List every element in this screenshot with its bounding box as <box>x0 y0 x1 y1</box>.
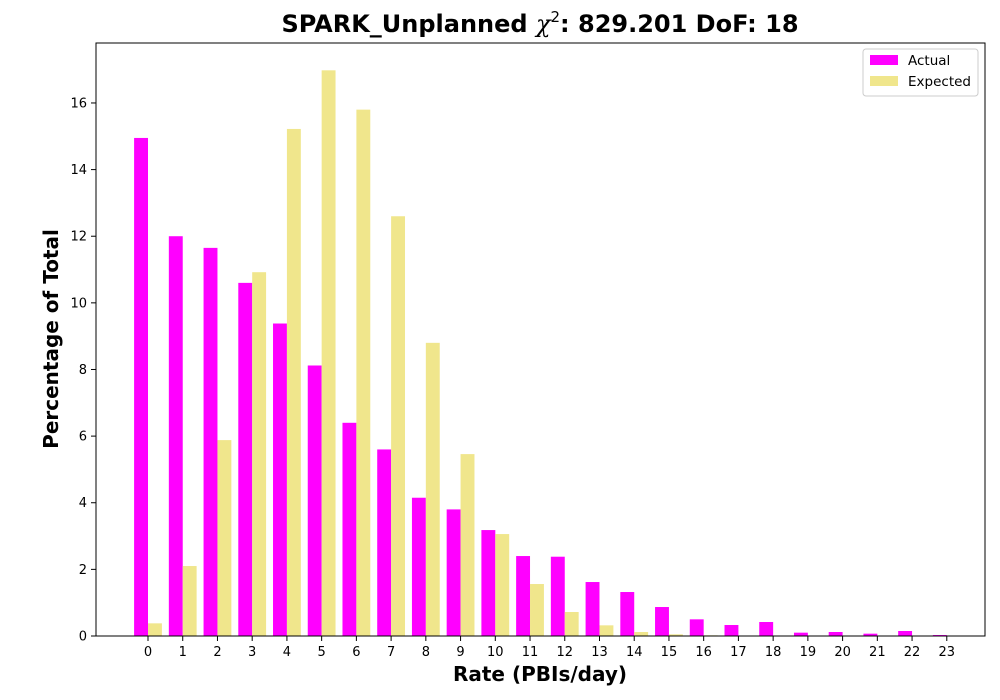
x-tick-label-22: 22 <box>904 645 921 660</box>
legend-swatch-expected <box>870 76 898 86</box>
bar-actual-10 <box>481 530 496 636</box>
bar-actual-15 <box>655 607 669 636</box>
y-axis-label: Percentage of Total <box>39 229 63 449</box>
bar-actual-12 <box>550 556 565 636</box>
x-tick-label-18: 18 <box>765 645 782 660</box>
y-tick-label-14: 14 <box>70 163 87 178</box>
bar-actual-5 <box>307 365 322 636</box>
x-tick-label-20: 20 <box>834 645 851 660</box>
bar-expected-3 <box>252 272 267 636</box>
x-tick-label-12: 12 <box>556 645 573 660</box>
x-tick-label-14: 14 <box>626 645 643 660</box>
bar-expected-2 <box>217 440 232 636</box>
x-tick-label-7: 7 <box>387 645 395 660</box>
x-tick-label-4: 4 <box>283 645 291 660</box>
x-tick-label-8: 8 <box>422 645 430 660</box>
bar-expected-9 <box>460 454 475 636</box>
bar-actual-8 <box>411 497 426 636</box>
bar-actual-16 <box>689 619 704 636</box>
bar-actual-19 <box>793 632 808 636</box>
bar-expected-13 <box>599 625 614 636</box>
legend: Actual Expected <box>862 48 979 97</box>
y-tick-label-2: 2 <box>79 563 87 578</box>
bar-expected-12 <box>564 612 579 636</box>
x-tick-label-19: 19 <box>800 645 817 660</box>
bar-actual-21 <box>863 633 878 636</box>
x-tick-label-10: 10 <box>487 645 504 660</box>
x-tick-label-17: 17 <box>730 645 747 660</box>
plot-frame <box>95 42 986 637</box>
y-tick-label-10: 10 <box>70 296 87 311</box>
bar-expected-1 <box>182 566 197 636</box>
bar-actual-20 <box>828 632 843 636</box>
x-tick-label-3: 3 <box>248 645 256 660</box>
x-tick-label-5: 5 <box>318 645 326 660</box>
x-tick-label-15: 15 <box>661 645 678 660</box>
bar-actual-9 <box>446 509 461 636</box>
x-tick-label-2: 2 <box>213 645 221 660</box>
bar-expected-8 <box>425 342 440 636</box>
bar-actual-11 <box>516 556 531 636</box>
y-tick-label-4: 4 <box>79 496 87 511</box>
x-tick-label-16: 16 <box>695 645 712 660</box>
bars <box>134 70 947 637</box>
x-axis-label: Rate (PBIs/day) <box>453 662 627 686</box>
x-tick-label-23: 23 <box>939 645 956 660</box>
bar-expected-14 <box>634 632 649 636</box>
bar-expected-10 <box>495 534 510 636</box>
x-tick-label-11: 11 <box>522 645 539 660</box>
bar-actual-2 <box>203 247 218 636</box>
x-tick-label-9: 9 <box>456 645 464 660</box>
chart-title: SPARK_Unplanned χ2: 829.201 DoF: 18 <box>281 8 798 38</box>
bar-actual-7 <box>377 449 392 636</box>
bar-actual-14 <box>620 592 635 636</box>
x-tick-label-1: 1 <box>179 645 187 660</box>
legend-swatch-actual <box>870 55 898 65</box>
y-tick-label-12: 12 <box>70 230 87 245</box>
bar-actual-0 <box>134 137 148 636</box>
bar-expected-7 <box>391 216 406 637</box>
bar-actual-18 <box>759 622 774 636</box>
x-tick-label-6: 6 <box>352 645 360 660</box>
bar-expected-0 <box>148 623 162 636</box>
y-tick-label-0: 0 <box>79 630 87 645</box>
y-tick-label-8: 8 <box>79 363 87 378</box>
bar-expected-5 <box>321 70 336 636</box>
bar-actual-4 <box>273 323 287 636</box>
bar-expected-4 <box>286 128 301 636</box>
bar-actual-13 <box>585 582 600 636</box>
bar-actual-6 <box>342 422 357 636</box>
legend-label-expected: Expected <box>908 74 971 90</box>
bar-expected-11 <box>530 584 544 636</box>
y-tick-label-6: 6 <box>79 430 87 445</box>
bar-expected-15 <box>668 634 683 636</box>
y-tick-label-16: 16 <box>70 96 87 111</box>
legend-label-actual: Actual <box>908 53 950 69</box>
bar-actual-22 <box>898 631 913 636</box>
x-tick-label-21: 21 <box>869 645 886 660</box>
bar-expected-6 <box>356 109 371 636</box>
x-tick-label-0: 0 <box>144 645 152 660</box>
bar-actual-17 <box>724 625 739 636</box>
bar-actual-3 <box>238 282 253 636</box>
bar-actual-1 <box>168 236 183 636</box>
x-tick-label-13: 13 <box>591 645 608 660</box>
